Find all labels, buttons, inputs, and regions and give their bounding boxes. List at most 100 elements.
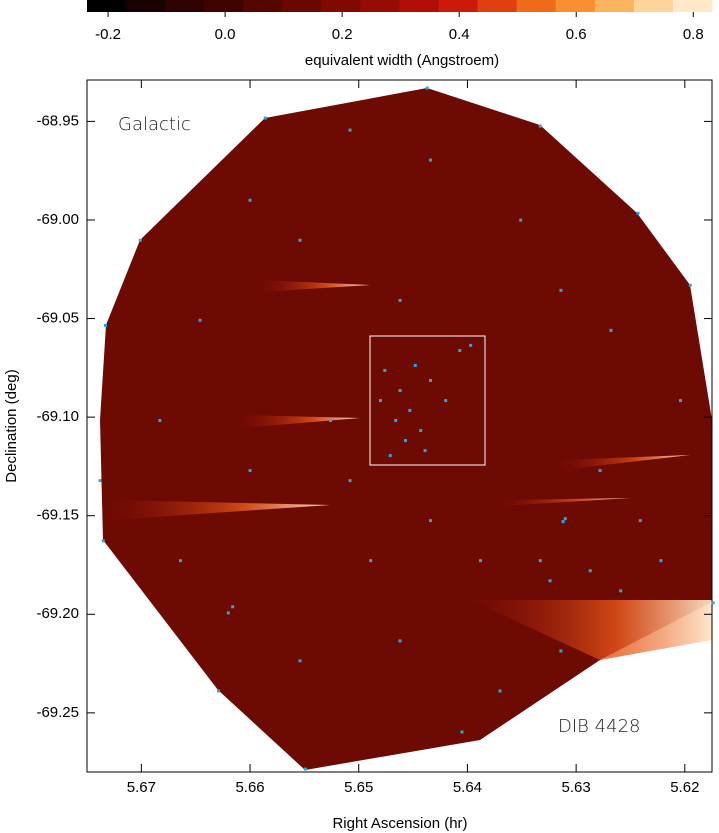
star-point [563,517,567,521]
y-tick-label: -68.95 [36,112,79,129]
star-point [248,198,252,202]
colorbar-tick-label: 0.4 [449,26,470,43]
x-tick-label: 5.66 [235,779,264,796]
star-point [478,559,482,563]
colorbar-tick-label: 0.2 [332,26,353,43]
colorbar-band [633,0,674,12]
star-point [413,363,417,367]
colorbar-band [360,0,400,12]
star-point [298,659,302,663]
colorbar-tick-label: -0.2 [95,26,121,43]
colorbar-band [165,0,205,12]
star-point [419,429,423,433]
star-point [428,519,432,523]
star-point [248,469,252,473]
star-point [423,449,427,453]
star-point [609,328,613,332]
colorbar-band [282,0,322,12]
map-background [100,88,712,770]
y-tick-label: -69.20 [36,605,79,622]
star-point [619,589,623,593]
y-tick-label: -69.05 [36,310,79,327]
star-point [298,238,302,242]
star-point [636,211,640,215]
colorbar-band [594,0,635,12]
colorbar-band [126,0,166,12]
colorbar-band [672,0,713,12]
y-tick-label: -69.25 [36,704,79,721]
star-point [538,559,542,563]
star-point [688,283,692,287]
star-point [638,519,642,523]
star-point [398,389,402,393]
star-point [498,689,502,693]
star-point [198,318,202,322]
colorbar-band [477,0,518,12]
star-point [101,539,105,543]
star-point [394,418,398,422]
star-point [408,408,412,412]
star-point [588,569,592,573]
streak [560,455,690,470]
star-point [369,559,373,563]
colorbar-band [87,0,127,12]
annotation: Galactic [118,114,191,135]
star-point [138,238,142,242]
star-point [428,158,432,162]
y-tick-label: -69.10 [36,408,79,425]
colorbar-tick-label: 0.6 [566,26,587,43]
star-point [328,418,332,422]
star-point [348,128,352,132]
star-point [519,218,523,222]
annotation: DIB 4428 [558,716,641,737]
star-point [559,649,563,653]
star-point [226,611,230,615]
colorbar-label: equivalent width (Angstroem) [305,52,499,69]
star-point [678,399,682,403]
colorbar-band [555,0,596,12]
star-point [428,378,432,382]
star-point [348,479,352,483]
star-point [217,689,221,693]
star-point [158,418,162,422]
star-point [263,116,267,120]
star-point [231,605,235,609]
streak [240,415,360,428]
x-tick-label: 5.65 [344,779,373,796]
plot-frame [86,79,713,773]
star-point [425,86,429,90]
y-axis-label: Declination (deg) [3,369,20,482]
streak [500,498,630,506]
star-point [559,288,563,292]
star-point [561,520,565,524]
star-point [460,730,464,734]
zoom-box [369,335,486,466]
star-point [303,767,307,771]
streak [470,600,712,660]
colorbar-band [438,0,479,12]
x-axis-label: Right Ascension (hr) [332,815,467,832]
star-point [598,469,602,473]
star-point [383,368,387,372]
star-point [548,579,552,583]
star-point [388,454,392,458]
colorbar-tick-label: 0.0 [215,26,236,43]
streak [110,500,330,520]
colorbar-band [399,0,440,12]
colorbar-band [516,0,557,12]
star-point [403,439,407,443]
streak [260,280,370,292]
star-point [98,479,102,483]
x-tick-label: 5.62 [670,779,699,796]
colorbar-band [243,0,283,12]
star-point [469,343,473,347]
colorbar-band [204,0,244,12]
star-point [398,639,402,643]
star-point [711,601,715,605]
star-point [103,323,107,327]
star-point [444,399,448,403]
y-tick-label: -69.15 [36,507,79,524]
star-point [538,124,542,128]
star-point [378,399,382,403]
